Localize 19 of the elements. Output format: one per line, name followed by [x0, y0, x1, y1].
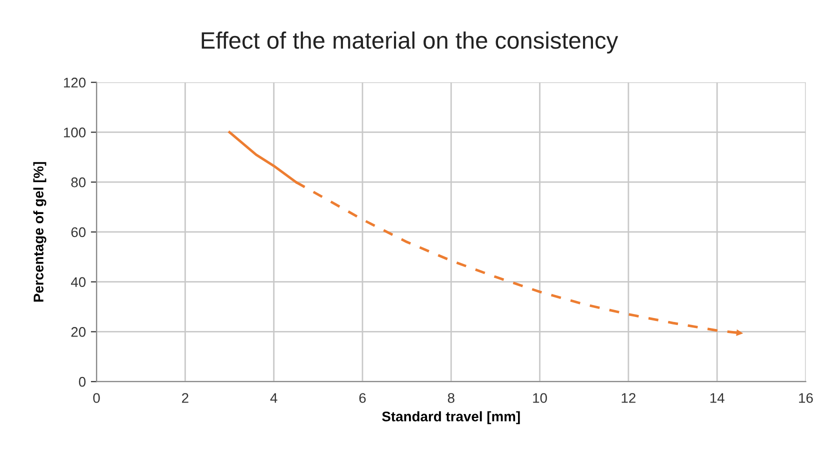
x-tick-label: 6 [359, 393, 366, 403]
y-tick-label: 100 [64, 128, 86, 138]
y-tick-label: 80 [71, 177, 86, 188]
y-tick-label: 60 [71, 227, 86, 238]
x-tick-label: 16 [799, 393, 813, 403]
y-axis-title: Percentage of gel [%] [33, 162, 46, 302]
x-tick-label: 2 [182, 393, 188, 403]
y-tick-label: 0 [78, 376, 86, 387]
x-tick-label: 0 [93, 393, 100, 403]
x-tick-label: 8 [448, 393, 454, 403]
y-tick-label: 20 [71, 327, 86, 337]
y-tick-label: 40 [70, 277, 86, 288]
x-tick-label: 12 [622, 393, 636, 403]
y-tick-label: 120 [64, 78, 86, 88]
chart-title: Effect of the material on the consistency [202, 32, 618, 54]
x-tick-label: 4 [270, 393, 278, 403]
x-tick-label: 10 [533, 393, 547, 403]
x-axis-title: Standard travel [mm] [382, 411, 520, 424]
x-tick-label: 14 [710, 393, 724, 403]
